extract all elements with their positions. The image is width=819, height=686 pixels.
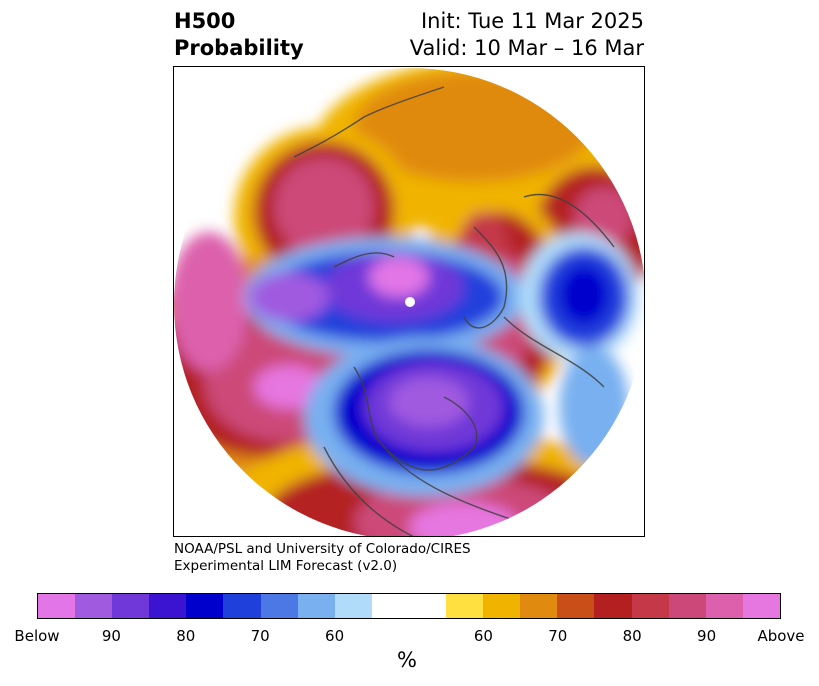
colorbar-tick-label: Below — [14, 627, 60, 645]
title-field: H500 — [174, 9, 236, 33]
colorbar-segment — [668, 594, 706, 618]
colorbar-segment — [742, 594, 780, 618]
colorbar-segment — [260, 594, 298, 618]
colorbar-tick-label: 90 — [697, 627, 717, 645]
colorbar-ticks: Below 90 80 70 60 60 70 80 90 Above — [0, 627, 819, 647]
colorbar-tick-label: 60 — [325, 627, 345, 645]
colorbar-segment — [112, 594, 150, 618]
colorbar-tick-label: 60 — [473, 627, 493, 645]
map-frame — [173, 66, 645, 537]
colorbar-segment — [705, 594, 743, 618]
colorbar-segment — [483, 594, 521, 618]
credit: NOAA/PSL and University of Colorado/CIRE… — [174, 541, 471, 575]
title-left: H500 Probability — [174, 8, 304, 62]
colorbar-tick-label: 70 — [250, 627, 270, 645]
colorbar-segment — [75, 594, 113, 618]
colorbar-segment — [38, 594, 76, 618]
title-type: Probability — [174, 36, 304, 60]
colorbar-segment — [149, 594, 187, 618]
colorbar-segment — [557, 594, 595, 618]
colorbar-tick-label: Above — [757, 627, 805, 645]
colorbar-segment — [223, 594, 261, 618]
colorbar-tick-label: 90 — [101, 627, 121, 645]
colorbar-segment — [631, 594, 669, 618]
colorbar-unit: % — [397, 648, 417, 672]
credit-line2: Experimental LIM Forecast (v2.0) — [174, 558, 398, 574]
colorbar-segment — [334, 594, 372, 618]
colorbar-segment — [446, 594, 484, 618]
colorbar-segment — [186, 594, 224, 618]
colorbar-tick-label: 80 — [176, 627, 196, 645]
colorbar-segment — [297, 594, 335, 618]
title-right: Init: Tue 11 Mar 2025 Valid: 10 Mar – 16… — [410, 8, 644, 62]
colorbar-segment — [371, 594, 409, 618]
colorbar-segment — [594, 594, 632, 618]
colorbar-segment — [520, 594, 558, 618]
colorbar-tick-label: 80 — [622, 627, 642, 645]
init-date: Init: Tue 11 Mar 2025 — [420, 9, 644, 33]
colorbar-tick-label: 70 — [548, 627, 568, 645]
colorbar-segment — [408, 594, 447, 618]
colorbar — [37, 593, 781, 619]
credit-line1: NOAA/PSL and University of Colorado/CIRE… — [174, 541, 471, 557]
probability-map — [174, 68, 644, 536]
valid-range: Valid: 10 Mar – 16 Mar — [409, 36, 644, 60]
